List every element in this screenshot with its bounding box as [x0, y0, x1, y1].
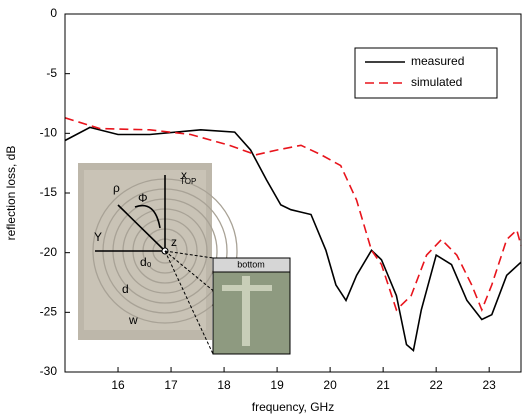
x-tick-label: 17 — [164, 378, 178, 392]
y-tick-label: -15 — [40, 185, 58, 199]
legend-label: simulated — [411, 75, 462, 89]
x-tick-label: 21 — [376, 378, 390, 392]
inset-label: d₀ — [140, 255, 152, 269]
inset-label: ρ — [113, 181, 120, 195]
y-tick-label: -25 — [40, 305, 58, 319]
inset-photo: x ρ Φ Y z TOP d₀ d w bottom — [78, 163, 291, 355]
x-tick-label: 18 — [217, 378, 231, 392]
inset-label: z — [171, 235, 177, 249]
y-tick-label: -20 — [40, 245, 58, 259]
inset-label: Φ — [138, 191, 148, 205]
legend-box — [354, 47, 498, 99]
y-tick-label: -10 — [40, 126, 58, 140]
y-tick-label: -5 — [46, 66, 57, 80]
x-tick-label: 22 — [429, 378, 443, 392]
inset-label: TOP — [180, 177, 196, 186]
inset-label: Y — [94, 230, 102, 244]
y-tick-label: 0 — [50, 6, 57, 20]
bottom-photo — [212, 257, 291, 355]
x-tick-label: 20 — [323, 378, 337, 392]
inset-label: bottom — [237, 259, 265, 269]
board — [84, 170, 206, 330]
plot-frame — [64, 13, 522, 373]
legend-label: measured — [411, 54, 464, 68]
x-axis-label: frequency, GHz — [252, 400, 334, 414]
x-tick-label: 16 — [111, 378, 125, 392]
axes-arrows — [95, 175, 166, 252]
series-line — [64, 117, 522, 313]
x-tick-label: 23 — [483, 378, 497, 392]
y-tick-label: -30 — [40, 364, 58, 378]
series-line — [64, 126, 522, 352]
y-axis-label: reflection loss, dB — [4, 146, 18, 241]
inset-label: x — [181, 168, 187, 182]
feed-bar — [222, 285, 272, 291]
inset-label: w — [128, 313, 138, 327]
bottom-header — [212, 257, 291, 273]
x-tick-label: 19 — [270, 378, 284, 392]
inset-label: d — [122, 282, 129, 296]
feed — [242, 276, 250, 346]
